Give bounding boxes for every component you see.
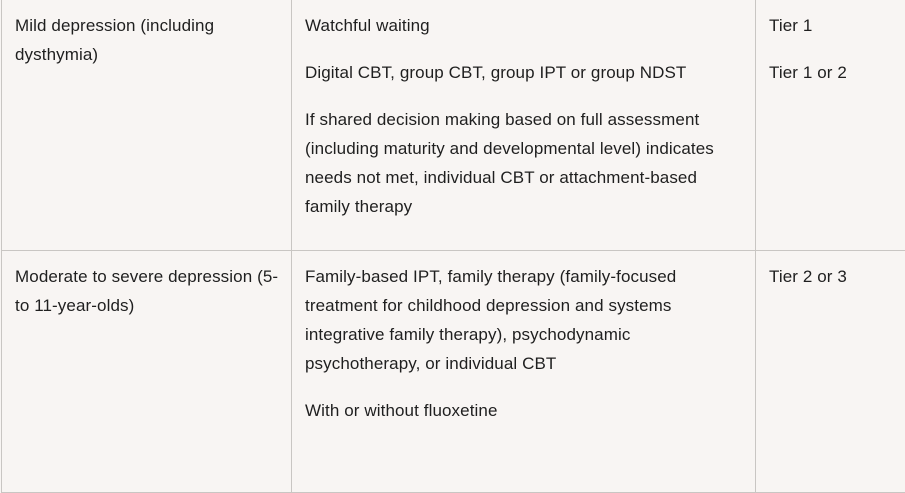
treatment-cell: Family-based IPT, family therapy (family… (292, 251, 756, 493)
tier-cell: Tier 1 Tier 1 or 2 (756, 0, 905, 251)
tier-cell: Tier 2 or 3 (756, 251, 905, 493)
treatment-cell: Watchful waiting Digital CBT, group CBT,… (292, 0, 756, 251)
table-row: Mild depression (including dysthymia) Wa… (2, 0, 905, 251)
treatment-text: Watchful waiting (305, 11, 743, 40)
condition-label: Mild depression (including dysthymia) (15, 11, 279, 69)
tier-label: Tier 1 or 2 (769, 58, 893, 87)
treatment-text: Family-based IPT, family therapy (family… (305, 262, 743, 378)
condition-cell: Mild depression (including dysthymia) (2, 0, 292, 251)
condition-label: Moderate to severe depression (5- to 11-… (15, 262, 279, 320)
table-row: Moderate to severe depression (5- to 11-… (2, 251, 905, 493)
tier-label: Tier 1 (769, 11, 893, 40)
tier-label: Tier 2 or 3 (769, 262, 893, 291)
condition-cell: Moderate to severe depression (5- to 11-… (2, 251, 292, 493)
treatment-text: With or without fluoxetine (305, 396, 743, 425)
treatment-text: Digital CBT, group CBT, group IPT or gro… (305, 58, 743, 87)
treatment-text: If shared decision making based on full … (305, 105, 743, 221)
